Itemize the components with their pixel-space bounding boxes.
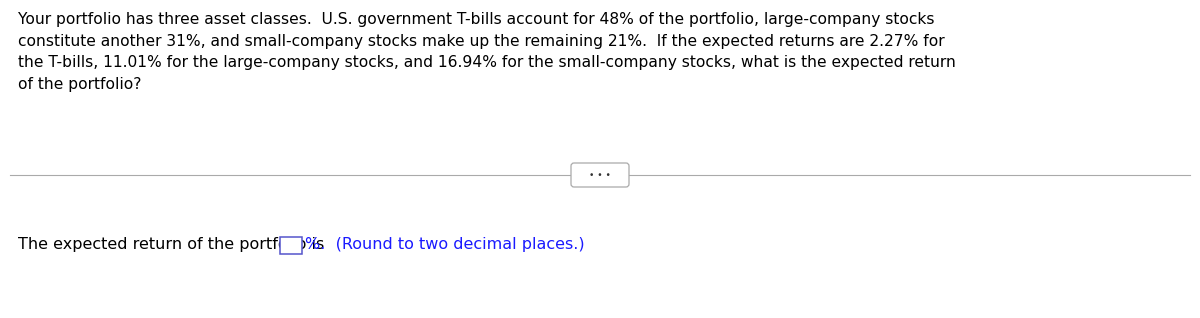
FancyBboxPatch shape xyxy=(280,237,302,253)
Text: %.  (Round to two decimal places.): %. (Round to two decimal places.) xyxy=(305,238,584,252)
Text: The expected return of the portfolio is: The expected return of the portfolio is xyxy=(18,238,329,252)
FancyBboxPatch shape xyxy=(571,163,629,187)
Text: Your portfolio has three asset classes.  U.S. government T-bills account for 48%: Your portfolio has three asset classes. … xyxy=(18,12,956,92)
Text: • • •: • • • xyxy=(589,170,611,179)
